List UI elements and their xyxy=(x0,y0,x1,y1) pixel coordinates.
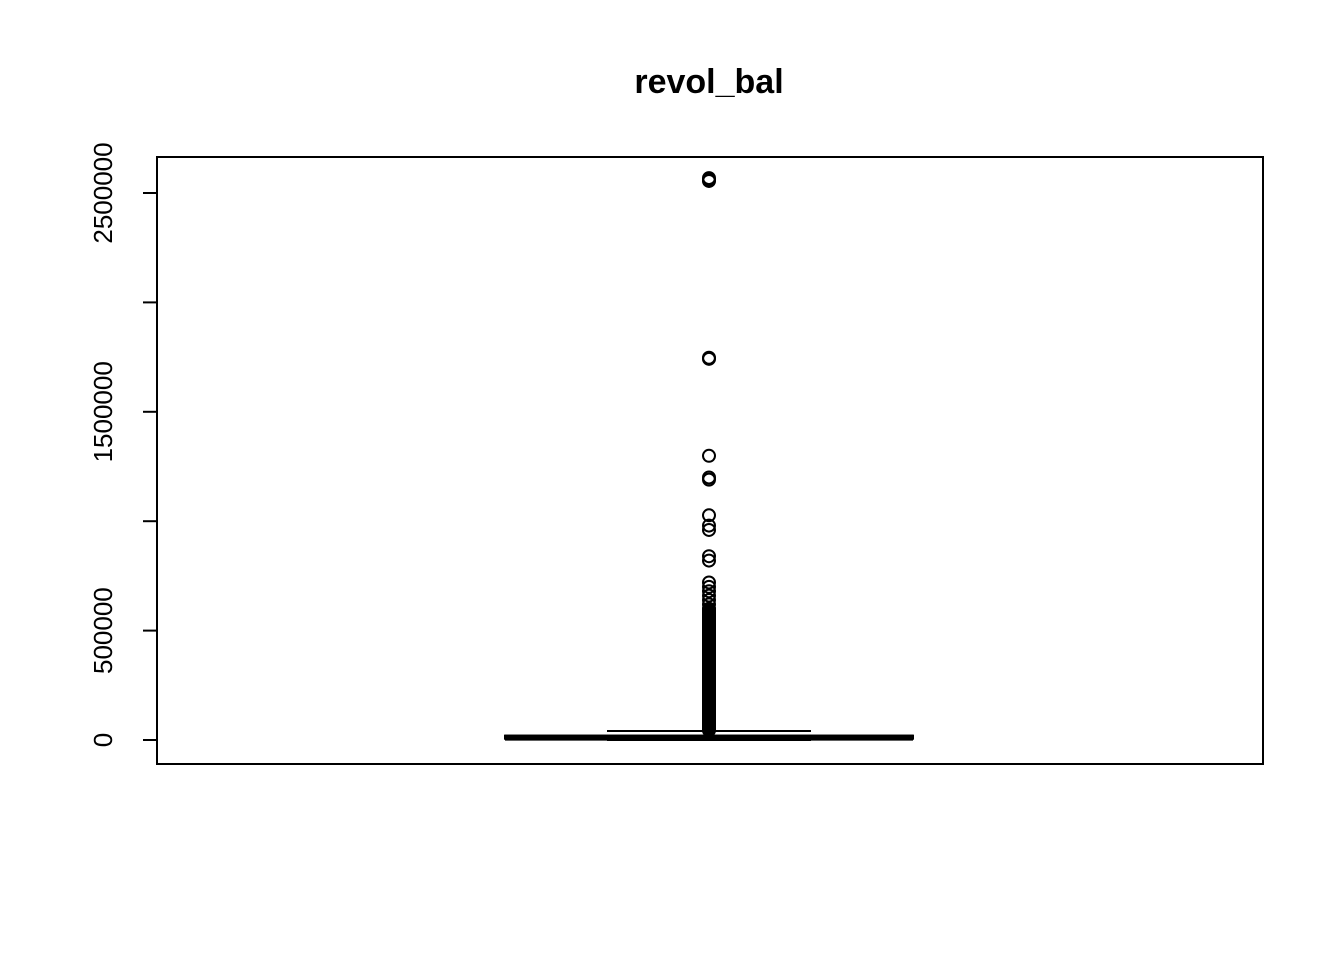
outlier-point xyxy=(702,549,716,564)
outlier-point xyxy=(702,173,716,188)
outlier-point xyxy=(702,588,716,603)
outlier-group xyxy=(702,171,716,738)
y-tick-label: 1500000 xyxy=(88,361,118,462)
y-tick-label: 2500000 xyxy=(88,142,118,243)
y-tick-label: 500000 xyxy=(88,587,118,674)
box-group xyxy=(504,730,914,741)
outlier-point xyxy=(702,575,716,590)
outlier-point xyxy=(702,553,716,568)
outlier-point xyxy=(702,602,716,617)
y-axis: 0 500000 1500000 2500000 xyxy=(88,142,158,747)
outlier-point xyxy=(702,579,716,594)
outlier-point xyxy=(702,518,716,533)
y-tick-label: 0 xyxy=(88,733,118,747)
chart-title: revol_bal xyxy=(634,63,783,101)
outlier-point xyxy=(702,508,716,523)
outlier-point xyxy=(702,448,716,463)
outlier-point xyxy=(702,522,716,537)
outlier-point xyxy=(702,351,716,366)
outlier-point xyxy=(702,472,716,487)
outlier-point xyxy=(702,584,716,599)
